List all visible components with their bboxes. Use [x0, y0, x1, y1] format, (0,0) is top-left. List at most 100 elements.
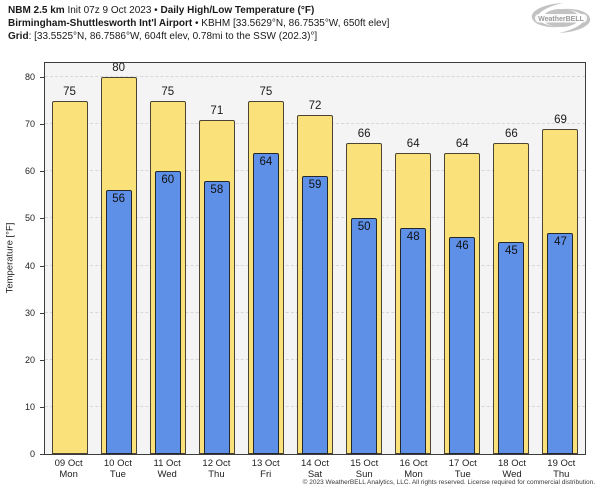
- low-bar: 64: [252, 152, 279, 454]
- station-coords: • KBHM [33.5629°N, 86.7535°W, 650ft elev…: [192, 18, 390, 29]
- x-day-label: Wed: [157, 469, 177, 480]
- x-date-label: 16 Oct: [399, 458, 428, 469]
- y-tick-label-40: 40: [24, 260, 35, 271]
- x-day-label: Thu: [208, 469, 225, 480]
- high-value-label: 72: [308, 99, 322, 112]
- low-bar: 60: [154, 171, 181, 454]
- grid-coords: : [33.5525°N, 86.7586°W, 604ft elev, 0.7…: [28, 31, 318, 42]
- init-time: Init 07z 9 Oct 2023 •: [64, 5, 161, 16]
- low-bar: 58: [203, 180, 230, 454]
- low-bar: 48: [400, 227, 427, 454]
- low-value-label: 58: [210, 183, 224, 196]
- x-day-label: Tue: [109, 469, 126, 480]
- header-line-1: NBM 2.5 km Init 07z 9 Oct 2023 • Daily H…: [8, 4, 389, 17]
- bar-group-14-oct: 72 59: [290, 63, 339, 454]
- x-tick-16-oct: 16 Oct Mon: [389, 456, 438, 480]
- y-tick-label-30: 30: [24, 307, 35, 318]
- x-day-label: Fri: [260, 469, 272, 480]
- x-tick-19-oct: 19 Oct Thu: [537, 456, 586, 480]
- x-date-label: 11 Oct: [153, 458, 181, 469]
- x-tick-14-oct: 14 Oct Sat: [290, 456, 339, 480]
- low-value-label: 47: [554, 235, 567, 248]
- x-date-label: 17 Oct: [448, 458, 477, 469]
- x-date-label: 09 Oct: [54, 458, 83, 469]
- x-tick-09-oct: 09 Oct Mon: [44, 456, 93, 480]
- high-value-label: 64: [455, 137, 469, 150]
- chart-header: NBM 2.5 km Init 07z 9 Oct 2023 • Daily H…: [8, 4, 389, 43]
- bar-group-19-oct: 69 47: [536, 63, 585, 454]
- bar-group-12-oct: 71 58: [192, 63, 241, 454]
- low-value-label: 50: [357, 221, 371, 234]
- y-tick-mark-70: [40, 124, 44, 126]
- y-tick-label-70: 70: [24, 119, 35, 130]
- x-date-label: 10 Oct: [103, 458, 132, 469]
- x-tick-10-oct: 10 Oct Tue: [93, 456, 142, 480]
- low-value-label: 60: [161, 174, 175, 187]
- logo-text: WeatherBELL: [538, 16, 584, 23]
- y-tick-mark-40: [40, 265, 44, 267]
- high-value-label: 64: [406, 137, 420, 150]
- bar-group-18-oct: 66 45: [487, 63, 536, 454]
- y-axis: 0 10 20 30 40 50 60 70 80: [0, 62, 44, 459]
- high-value-label: 69: [554, 113, 567, 126]
- bar-group-17-oct: 64 46: [438, 63, 487, 454]
- low-value-label: 59: [308, 179, 322, 192]
- y-tick-mark-60: [40, 171, 44, 173]
- bar-group-15-oct: 66 50: [340, 63, 389, 454]
- y-tick-label-10: 10: [24, 401, 35, 412]
- low-value-label: 64: [259, 155, 273, 168]
- high-value-label: 71: [210, 104, 224, 117]
- x-day-label: Sat: [307, 469, 323, 480]
- low-value-label: 56: [112, 193, 126, 206]
- x-date-label: 18 Oct: [498, 458, 527, 469]
- weatherbell-logo: WeatherBELL: [531, 3, 591, 33]
- x-date-label: 19 Oct: [547, 458, 576, 469]
- bars-container: 75 80 56 75 60 71 58 75 64 72 59 66 50 64 48 64 46 66 45 69…: [45, 62, 585, 454]
- y-tick-label-60: 60: [24, 166, 35, 177]
- low-bar: 46: [449, 237, 476, 454]
- y-tick-label-20: 20: [24, 354, 35, 365]
- grid-label: Grid: [8, 31, 29, 42]
- high-value-label: 66: [357, 128, 371, 141]
- y-tick-mark-30: [40, 312, 44, 314]
- x-date-label: 14 Oct: [300, 458, 329, 469]
- x-day-label: Wed: [502, 469, 522, 480]
- high-value-label: 75: [161, 85, 175, 98]
- low-bar: 45: [498, 242, 525, 454]
- high-value-label: 75: [259, 85, 273, 98]
- bar-group-13-oct: 75 64: [241, 63, 290, 454]
- header-line-2: Birmingham-Shuttlesworth Int'l Airport •…: [8, 17, 389, 30]
- y-tick-mark-20: [40, 359, 44, 361]
- low-value-label: 46: [455, 240, 469, 253]
- high-value-label: 75: [63, 85, 76, 98]
- low-value-label: 45: [504, 245, 518, 258]
- copyright-notice: © 2023 WeatherBELL Analytics, LLC. All r…: [302, 479, 595, 486]
- x-day-label: Sun: [355, 469, 373, 480]
- low-bar: 50: [351, 218, 378, 454]
- x-date-label: 12 Oct: [202, 458, 231, 469]
- high-value-label: 66: [504, 128, 518, 141]
- x-tick-17-oct: 17 Oct Tue: [438, 456, 487, 480]
- y-tick-label-50: 50: [24, 213, 35, 224]
- x-axis: 09 Oct Mon 10 Oct Tue 11 Oct Wed 12 Oct Thu 13 O…: [44, 456, 586, 480]
- x-day-label: Tue: [454, 469, 471, 480]
- x-tick-18-oct: 18 Oct Wed: [487, 456, 536, 480]
- high-bar: [51, 100, 88, 454]
- y-tick-mark-10: [40, 406, 44, 408]
- low-value-label: 48: [406, 230, 420, 243]
- bar-group-11-oct: 75 60: [143, 63, 192, 454]
- y-tick-mark-50: [40, 218, 44, 220]
- bar-group-09-oct: 75: [45, 63, 94, 454]
- low-bar: 59: [302, 176, 329, 454]
- low-bar: 47: [547, 232, 574, 454]
- plot-area: 75 80 56 75 60 71 58 75 64 72 59 66 50 64 48 64 46 66 45 69…: [44, 62, 586, 455]
- x-day-label: Mon: [59, 469, 78, 480]
- model-name: NBM 2.5 km: [8, 5, 65, 16]
- bar-group-16-oct: 64 48: [389, 63, 438, 454]
- x-date-label: 13 Oct: [251, 458, 280, 469]
- x-tick-11-oct: 11 Oct Wed: [143, 456, 192, 480]
- x-tick-13-oct: 13 Oct Fri: [241, 456, 290, 480]
- low-bar: 56: [105, 190, 132, 454]
- x-date-label: 15 Oct: [350, 458, 379, 469]
